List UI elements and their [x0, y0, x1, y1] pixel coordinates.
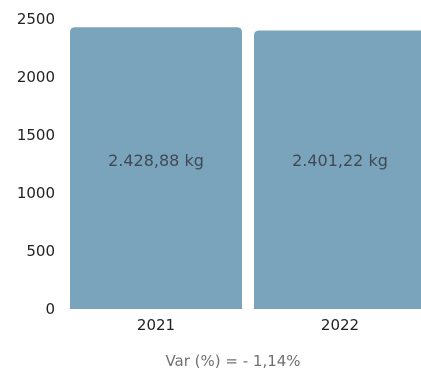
variation-footnote: Var (%) = - 1,14%	[165, 352, 301, 370]
y-tick-label: 2000	[17, 68, 55, 86]
y-tick-label: 1500	[17, 126, 55, 144]
bars	[70, 27, 421, 310]
x-axis: 2021 2022	[137, 316, 359, 334]
data-labels: 2.428,88 kg 2.401,22 kg	[108, 151, 388, 170]
data-label-2022: 2.401,22 kg	[292, 151, 388, 170]
x-tick-label-2022: 2022	[321, 316, 359, 334]
x-tick-label-2021: 2021	[137, 316, 175, 334]
y-axis: 0 500 1000 1500 2000 2500	[17, 10, 55, 318]
bar-2021	[70, 27, 242, 310]
y-tick-label: 500	[26, 242, 55, 260]
data-label-2021: 2.428,88 kg	[108, 151, 204, 170]
y-tick-label: 1000	[17, 184, 55, 202]
y-tick-label: 0	[45, 300, 55, 318]
y-tick-label: 2500	[17, 10, 55, 28]
bar-2022	[254, 30, 421, 309]
